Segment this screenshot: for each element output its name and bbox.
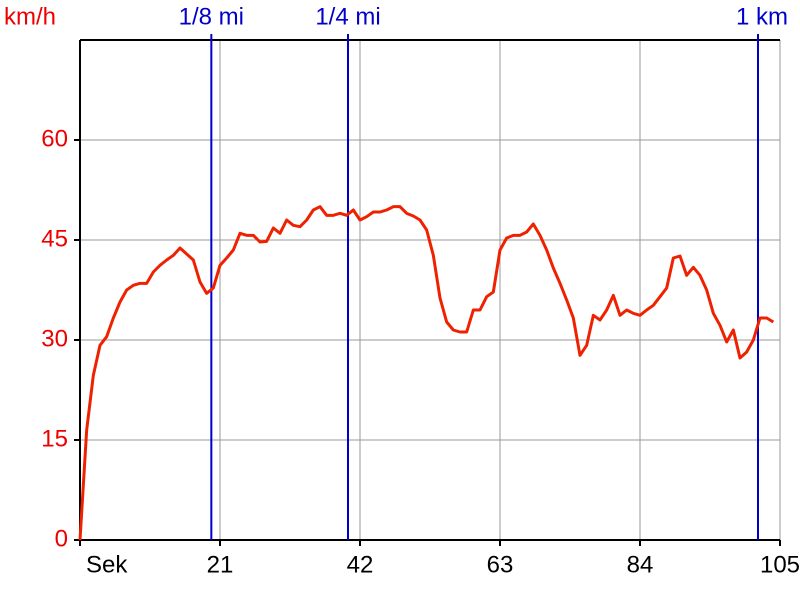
- y-tick-label: 45: [41, 225, 68, 252]
- x-tick-label: 21: [207, 551, 234, 578]
- y-tick-label: 60: [41, 125, 68, 152]
- x-tick-label: 84: [627, 551, 654, 578]
- x-axis-label: Sek: [86, 551, 128, 578]
- y-tick-label: 0: [55, 525, 68, 552]
- y-tick-label: 15: [41, 425, 68, 452]
- x-tick-label: 42: [347, 551, 374, 578]
- distance-marker-label: 1/4 mi: [315, 3, 380, 30]
- y-tick-label: 30: [41, 325, 68, 352]
- distance-marker-label: 1 km: [736, 3, 788, 30]
- data-line: [78, 205, 775, 541]
- x-tick-label: 105: [760, 551, 800, 578]
- x-tick-label: 63: [487, 551, 514, 578]
- y-axis-label: km/h: [4, 3, 56, 30]
- distance-marker-label: 1/8 mi: [179, 3, 244, 30]
